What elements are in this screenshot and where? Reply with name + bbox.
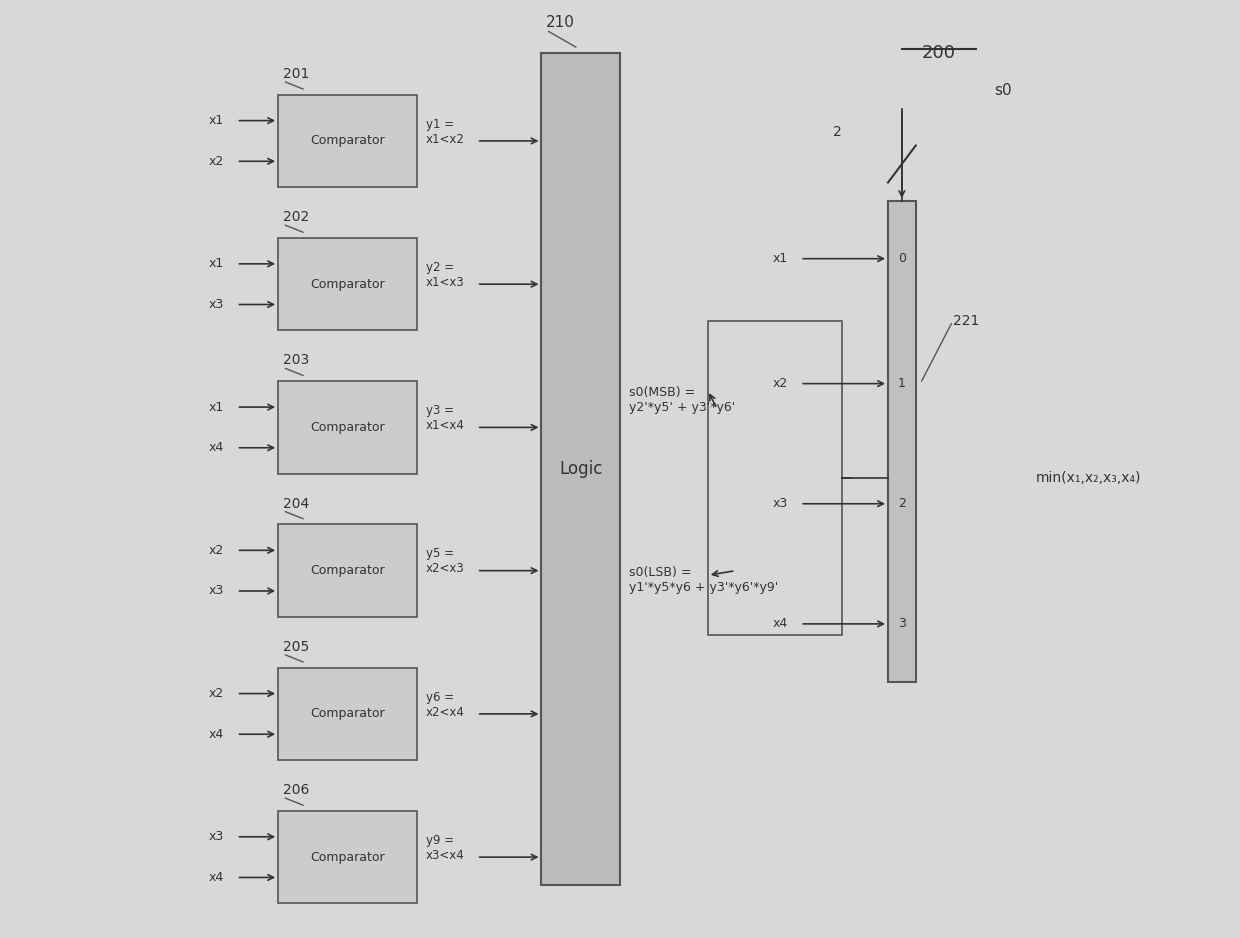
Text: 203: 203 [283,354,309,368]
FancyBboxPatch shape [542,53,620,885]
Text: 205: 205 [283,640,309,654]
Text: 202: 202 [283,210,309,224]
Text: x4: x4 [208,728,224,741]
Text: 0: 0 [898,252,906,265]
Text: min(x₁,x₂,x₃,x₄): min(x₁,x₂,x₃,x₄) [1035,471,1141,485]
Text: x3: x3 [208,830,224,843]
Text: x3: x3 [208,584,224,598]
FancyBboxPatch shape [278,524,417,617]
Text: y5 =
x2<x3: y5 = x2<x3 [425,548,465,575]
Text: 2: 2 [898,497,905,510]
Text: y1 =
x1<x2: y1 = x1<x2 [425,117,465,145]
FancyBboxPatch shape [278,95,417,188]
Text: 221: 221 [952,314,980,328]
Text: y2 =
x1<x3: y2 = x1<x3 [425,261,465,289]
Text: Comparator: Comparator [310,278,384,291]
Text: 210: 210 [546,15,575,30]
Text: x3: x3 [208,298,224,311]
Text: x3: x3 [773,497,787,510]
Text: x2: x2 [208,687,224,700]
Text: s0: s0 [994,83,1012,98]
Text: 201: 201 [283,67,309,81]
FancyBboxPatch shape [888,201,915,682]
Text: 1: 1 [898,377,905,390]
Text: Comparator: Comparator [310,421,384,434]
Text: 206: 206 [283,783,309,797]
Text: Comparator: Comparator [310,851,384,864]
Text: 3: 3 [898,617,905,630]
FancyBboxPatch shape [278,811,417,903]
Text: s0(LSB) =
y1'*y5*y6 + y3'*y6'*y9': s0(LSB) = y1'*y5*y6 + y3'*y6'*y9' [629,566,779,594]
Text: x2: x2 [208,544,224,557]
FancyBboxPatch shape [278,668,417,760]
Text: Comparator: Comparator [310,134,384,147]
Text: s0(MSB) =
y2'*y5' + y3'*y6': s0(MSB) = y2'*y5' + y3'*y6' [629,386,735,414]
Text: Comparator: Comparator [310,707,384,720]
Text: x4: x4 [208,871,224,884]
Text: x1: x1 [773,252,787,265]
Text: Comparator: Comparator [310,564,384,577]
Text: 2: 2 [833,125,842,139]
Text: x2: x2 [773,377,787,390]
Text: x2: x2 [208,155,224,168]
Text: Logic: Logic [559,460,603,478]
Text: y9 =
x3<x4: y9 = x3<x4 [425,834,465,862]
Text: y3 =
x1<x4: y3 = x1<x4 [425,404,465,432]
FancyBboxPatch shape [278,381,417,474]
FancyBboxPatch shape [708,321,842,635]
Text: x1: x1 [208,257,224,270]
Text: y6 =
x2<x4: y6 = x2<x4 [425,690,465,719]
FancyBboxPatch shape [278,238,417,330]
Text: x1: x1 [208,401,224,414]
Text: x1: x1 [208,114,224,128]
Text: 204: 204 [283,496,309,510]
Text: 200: 200 [921,44,956,62]
Text: x4: x4 [208,441,224,454]
Text: x4: x4 [773,617,787,630]
